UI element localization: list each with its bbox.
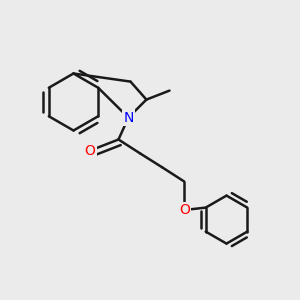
Text: N: N <box>123 111 134 124</box>
Text: O: O <box>179 203 190 217</box>
Text: O: O <box>85 144 95 158</box>
